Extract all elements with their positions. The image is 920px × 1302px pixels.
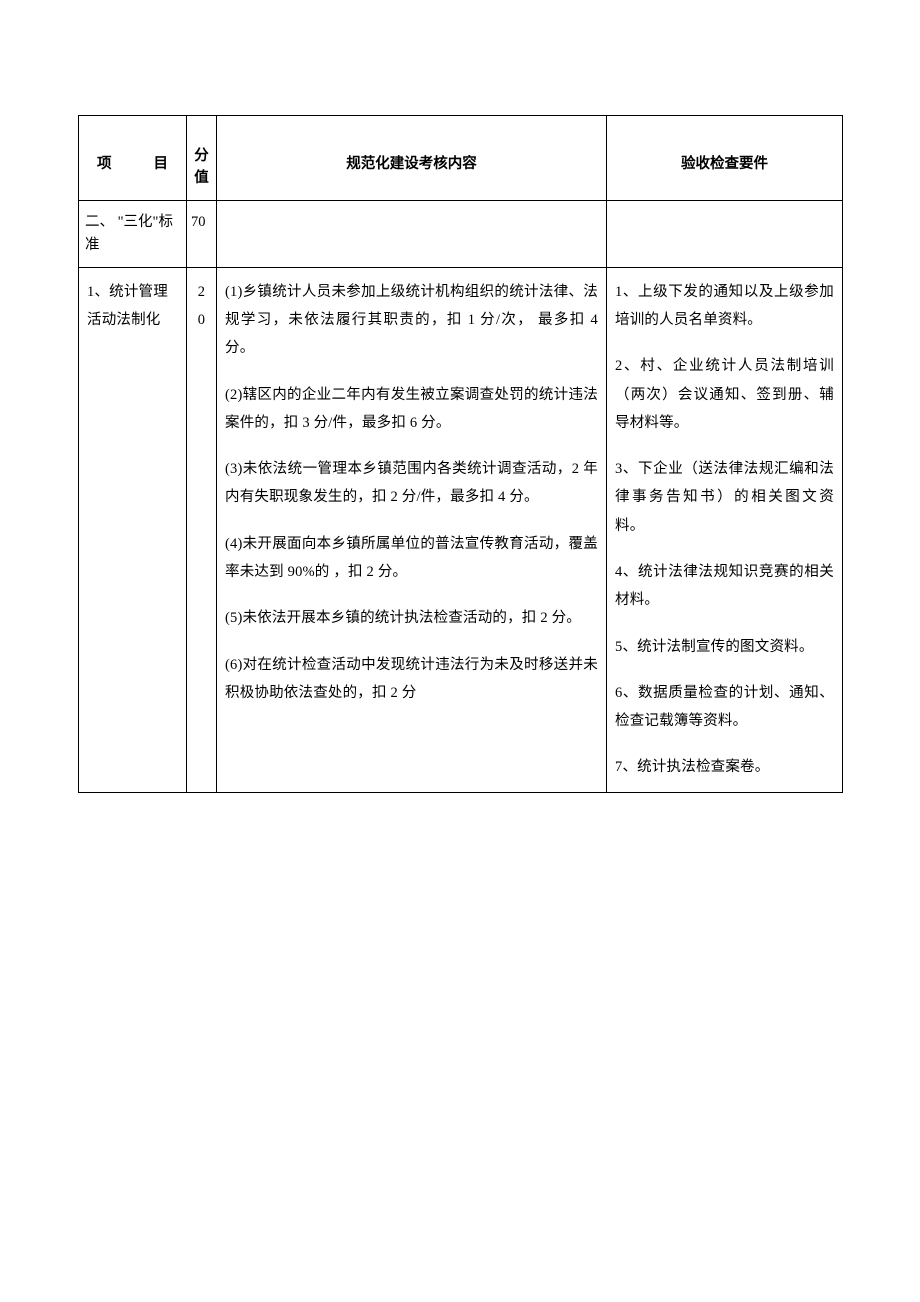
section-name-cell: 二、 "三化"标准 [79,200,187,267]
item-score-d1: 2 [198,284,205,300]
content-item: (1)乡镇统计人员未参加上级统计机构组织的统计法律、法规学习，未依法履行其职责的… [225,278,598,363]
content-item: (2)辖区内的企业二年内有发生被立案调查处罚的统计违法案件的，扣 3 分/件，最… [225,381,598,438]
content-item: (5)未依法开展本乡镇的统计执法检查活动的，扣 2 分。 [225,604,598,632]
header-content: 规范化建设考核内容 [217,116,607,201]
section-content-cell [217,200,607,267]
content-item: (3)未依法统一管理本乡镇范围内各类统计调查活动，2 年内有失职现象发生的，扣 … [225,455,598,512]
item-check-cell: 1、上级下发的通知以及上级参加培训的人员名单资料。 2、村、企业统计人员法制培训（… [607,267,843,792]
header-score: 分值 [187,116,217,201]
item-score-d2: 0 [198,312,205,328]
check-item: 1、上级下发的通知以及上级参加培训的人员名单资料。 [615,278,834,335]
document-page: 项 目 分值 规范化建设考核内容 验收检查要件 二、 "三化"标准 70 [0,0,920,793]
check-item: 3、下企业（送法律法规汇编和法律事务告知书）的相关图文资料。 [615,455,834,540]
check-item: 2、村、企业统计人员法制培训（两次）会议通知、签到册、辅导材料等。 [615,352,834,437]
assessment-table: 项 目 分值 规范化建设考核内容 验收检查要件 二、 "三化"标准 70 [78,115,843,793]
item-score: 2 0 [187,268,216,345]
check-item: 7、统计执法检查案卷。 [615,753,834,781]
section-score: 70 [187,201,216,244]
check-item: 6、数据质量检查的计划、通知、检查记载簿等资料。 [615,679,834,736]
item-content-list: (1)乡镇统计人员未参加上级统计机构组织的统计法律、法规学习，未依法履行其职责的… [217,268,606,717]
item-name-cell: 1、统计管理活动法制化 [79,267,187,792]
header-check: 验收检查要件 [607,116,843,201]
content-item: (4)未开展面向本乡镇所属单位的普法宣传教育活动，覆盖率未达到 90%的 ，扣 … [225,530,598,587]
item-score-cell: 2 0 [187,267,217,792]
item-content-cell: (1)乡镇统计人员未参加上级统计机构组织的统计法律、法规学习，未依法履行其职责的… [217,267,607,792]
check-item: 4、统计法律法规知识竞赛的相关材料。 [615,558,834,615]
section-score-cell: 70 [187,200,217,267]
header-project: 项 目 [79,116,187,201]
section-row: 二、 "三化"标准 70 [79,200,843,267]
header-project-char2: 目 [154,154,183,176]
header-project-char1: 项 [83,154,112,176]
content-item: (6)对在统计检查活动中发现统计违法行为未及时移送并未积极协助依法查处的，扣 2… [225,651,598,708]
item-row: 1、统计管理活动法制化 2 0 (1)乡镇统计人员未参加上级统计机构组织的统计法… [79,267,843,792]
item-check-list: 1、上级下发的通知以及上级参加培训的人员名单资料。 2、村、企业统计人员法制培训（… [607,268,842,792]
table-header-row: 项 目 分值 规范化建设考核内容 验收检查要件 [79,116,843,201]
item-name: 1、统计管理活动法制化 [79,268,186,345]
check-item: 5、统计法制宣传的图文资料。 [615,633,834,661]
section-name: 二、 "三化"标准 [79,201,186,267]
section-check-cell [607,200,843,267]
